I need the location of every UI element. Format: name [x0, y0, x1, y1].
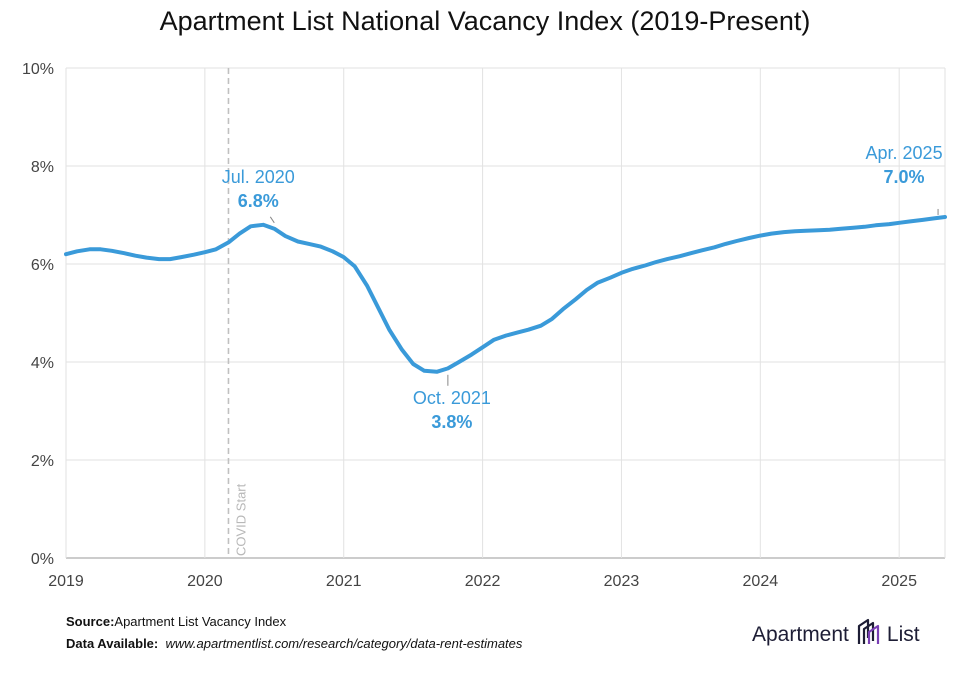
annotation-leader [269, 216, 275, 224]
annotation-date: Apr. 2025 [866, 143, 943, 163]
annotation-value: 6.8% [238, 191, 279, 211]
apartment-list-logo: Apartment List [752, 618, 920, 652]
vacancy-line-chart: 0% 2% 4% 6% 8% 10% 2019 2020 2021 2022 2023 2024 202… [22, 61, 947, 590]
covid-start-label: COVID Start [233, 483, 248, 556]
y-tick-label: 10% [22, 61, 54, 78]
source-label: Source: [66, 614, 115, 629]
x-tick-label: 2024 [743, 573, 779, 590]
vacancy-series-line [64, 215, 947, 374]
y-tick-label: 8% [31, 159, 54, 176]
chart-title: Apartment List National Vacancy Index (2… [159, 6, 811, 36]
x-tick-label: 2023 [604, 573, 640, 590]
building-logo-icon [855, 618, 881, 652]
source-text: Apartment List Vacancy Index [114, 614, 287, 629]
data-available-url: www.apartmentlist.com/research/category/… [165, 636, 523, 651]
annotation-value: 3.8% [431, 412, 472, 432]
y-tick-label: 6% [31, 257, 54, 274]
data-available-label: Data Available: [66, 636, 159, 651]
annotation-date: Jul. 2020 [222, 167, 295, 187]
logo-word-apartment: Apartment [752, 623, 849, 646]
data-available-line: Data Available: www.apartmentlist.com/re… [66, 636, 522, 651]
x-tick-label: 2025 [881, 573, 917, 590]
annotation-value: 7.0% [884, 167, 925, 187]
y-tick-label: 0% [31, 551, 54, 568]
x-tick-label: 2020 [187, 573, 223, 590]
y-tick-label: 4% [31, 355, 54, 372]
x-tick-label: 2019 [48, 573, 84, 590]
source-line: Source:Apartment List Vacancy Index [66, 614, 286, 629]
logo-word-list: List [886, 623, 920, 646]
annotation-date: Oct. 2021 [413, 388, 491, 408]
y-tick-label: 2% [31, 453, 54, 470]
x-tick-label: 2022 [465, 573, 501, 590]
x-tick-label: 2021 [326, 573, 362, 590]
